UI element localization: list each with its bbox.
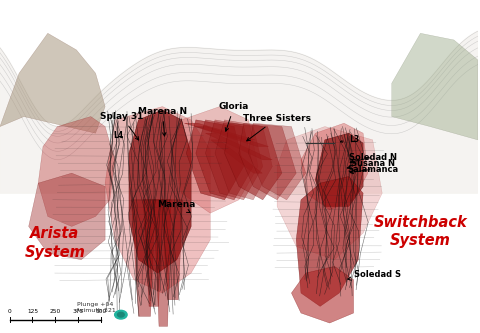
- Polygon shape: [296, 176, 363, 306]
- Text: Azimuth 321: Azimuth 321: [76, 308, 115, 313]
- Polygon shape: [205, 133, 272, 160]
- Polygon shape: [315, 133, 363, 206]
- Text: L3: L3: [340, 135, 359, 144]
- Polygon shape: [291, 266, 354, 323]
- Text: 250: 250: [50, 309, 61, 314]
- Circle shape: [118, 312, 124, 317]
- Polygon shape: [277, 127, 382, 260]
- Polygon shape: [0, 31, 478, 193]
- Text: Gloria: Gloria: [219, 102, 249, 131]
- Polygon shape: [211, 140, 262, 173]
- Polygon shape: [184, 123, 255, 140]
- Polygon shape: [161, 200, 182, 300]
- Polygon shape: [249, 123, 306, 200]
- Polygon shape: [0, 33, 105, 133]
- Text: Plunge +04: Plunge +04: [77, 302, 114, 307]
- Polygon shape: [144, 200, 162, 306]
- Polygon shape: [392, 33, 478, 140]
- Text: Marena: Marena: [157, 200, 196, 212]
- Polygon shape: [38, 117, 115, 226]
- Polygon shape: [186, 120, 244, 200]
- Text: Marena N: Marena N: [138, 107, 187, 136]
- Polygon shape: [215, 120, 272, 200]
- Polygon shape: [132, 200, 155, 316]
- Text: Splay 31: Splay 31: [100, 112, 144, 140]
- Polygon shape: [172, 107, 258, 213]
- Polygon shape: [195, 127, 268, 147]
- Circle shape: [115, 310, 127, 319]
- Polygon shape: [239, 123, 296, 200]
- Polygon shape: [154, 200, 171, 326]
- Text: 375: 375: [73, 309, 84, 314]
- Text: Soledad N: Soledad N: [348, 153, 396, 163]
- Text: Three Sisters: Three Sisters: [243, 114, 311, 141]
- Polygon shape: [105, 107, 210, 293]
- Text: Susana N: Susana N: [348, 159, 395, 169]
- Polygon shape: [301, 123, 368, 210]
- Text: Soledad S: Soledad S: [348, 270, 401, 280]
- Polygon shape: [196, 120, 253, 200]
- Polygon shape: [225, 123, 282, 200]
- Text: 0: 0: [8, 309, 12, 314]
- Text: L4: L4: [114, 131, 124, 140]
- Text: Switchback
System: Switchback System: [373, 215, 468, 248]
- Polygon shape: [129, 110, 191, 273]
- Text: Salamanca: Salamanca: [347, 165, 398, 174]
- Polygon shape: [29, 173, 105, 260]
- Text: Arista
System: Arista System: [24, 226, 85, 260]
- Polygon shape: [205, 120, 263, 200]
- Text: 500: 500: [96, 309, 107, 314]
- Text: 125: 125: [27, 309, 38, 314]
